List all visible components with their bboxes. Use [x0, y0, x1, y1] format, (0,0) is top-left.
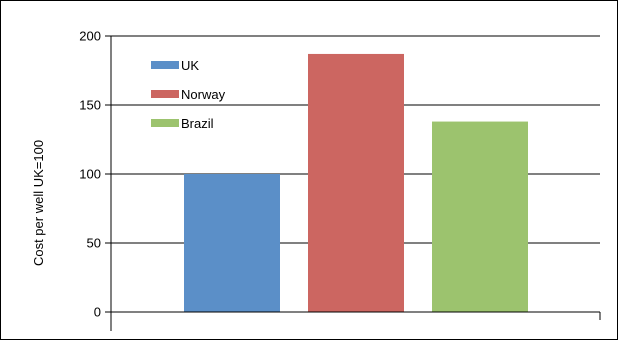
legend-swatch-brazil — [151, 119, 179, 127]
legend: UK Norway Brazil — [151, 58, 226, 131]
y-tick-label: 100 — [79, 167, 101, 182]
y-tick-label: 200 — [79, 29, 101, 44]
bar-chart: 0 50 100 150 200 UK Norway Brazil Cost per wel… — [31, 29, 601, 331]
legend-label-norway: Norway — [181, 87, 226, 102]
y-tick-label: 150 — [79, 98, 101, 113]
legend-label-uk: UK — [181, 58, 199, 73]
bar-norway — [308, 53, 404, 312]
legend-swatch-uk — [151, 61, 179, 69]
y-tick-label: 50 — [87, 236, 101, 251]
bar-uk — [184, 174, 280, 312]
y-axis-title: Cost per well UK=100 — [31, 140, 46, 266]
y-tick-label: 0 — [94, 305, 101, 320]
y-tick-labels: 0 50 100 150 200 — [79, 29, 101, 320]
legend-label-brazil: Brazil — [181, 116, 214, 131]
legend-swatch-norway — [151, 90, 179, 98]
bars — [184, 53, 528, 312]
bar-brazil — [432, 121, 528, 312]
axes — [110, 36, 601, 331]
